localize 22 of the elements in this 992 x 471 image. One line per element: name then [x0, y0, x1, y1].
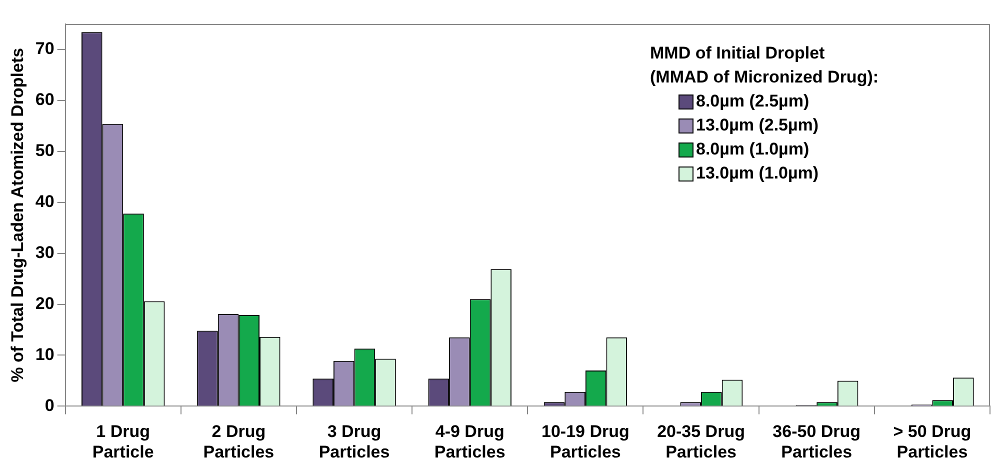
y-tick-label: 50	[35, 141, 54, 160]
legend-title: MMD of Initial Droplet (MMAD of Micronized Drug):	[650, 44, 879, 87]
x-tick-label: 4-9 Drug Particles	[434, 422, 506, 462]
x-tick-label: 1 Drug Particle	[92, 422, 154, 462]
legend-label: 8.0µm (1.0µm)	[696, 140, 810, 159]
x-tick-label: 3 Drug Particles	[318, 422, 390, 462]
y-tick-label: 60	[35, 90, 54, 110]
y-tick-label: 10	[35, 344, 54, 364]
x-tick-label: > 50 Drug Particles	[893, 422, 972, 462]
y-tick-label: 20	[35, 294, 54, 313]
legend-label: 13.0µm (1.0µm)	[696, 164, 819, 183]
x-tick-label: 20-35 Drug Particles	[657, 422, 745, 462]
y-axis-title: % of Total Drug-Laden Atomized Droplets	[8, 48, 27, 382]
legend-label: 13.0µm (2.5µm)	[696, 116, 819, 135]
x-tick-label: 36-50 Drug Particles	[772, 422, 861, 462]
x-tick-label: 10-19 Drug Particles	[542, 422, 630, 462]
legend-label: 8.0µm (2.5µm)	[696, 92, 810, 111]
x-tick-label: 2 Drug Particles	[203, 422, 274, 462]
y-tick-label: 0	[44, 396, 54, 415]
y-tick-label: 40	[35, 192, 54, 212]
y-tick-label: 30	[35, 243, 54, 262]
y-tick-label: 70	[35, 39, 54, 58]
